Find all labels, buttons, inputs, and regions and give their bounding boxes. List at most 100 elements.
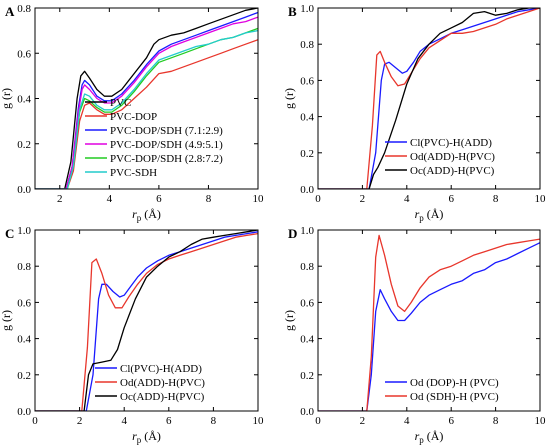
y-tick-label: 0.4 — [17, 94, 31, 106]
y-tick-label: 0.8 — [17, 261, 31, 273]
series-line-3 — [35, 230, 258, 411]
x-tick-label: 8 — [493, 415, 499, 427]
x-axis-label: rp (Å) — [132, 429, 161, 445]
x-tick-label: 0 — [32, 415, 38, 427]
x-tick-label: 10 — [253, 415, 265, 427]
axes-frame — [317, 229, 541, 412]
legend-label: PVC-DOP — [110, 111, 157, 123]
legend-label: PVC-DOP/SDH (4.9:5.1) — [110, 139, 223, 151]
x-tick-label: 4 — [121, 415, 127, 427]
axes-frame — [317, 7, 541, 190]
legend-label: Od (DOP)-H (PVC) — [410, 377, 499, 389]
legend-label: PVC-DOP/SDH (7.1:2.9) — [110, 125, 223, 137]
y-axis-label: g (r) — [0, 310, 13, 331]
x-tick-label: 2 — [360, 193, 366, 205]
y-tick-label: 0.6 — [300, 297, 314, 309]
y-tick-label: 0.0 — [300, 184, 314, 196]
x-tick-label: 8 — [211, 415, 217, 427]
panel-b: 0 2 4 6 8 10 0.0 0.2 0.4 0.6 0.8 1.0 rp (Å) g (r) B Cl(… — [282, 3, 546, 223]
x-tick-label: 8 — [206, 193, 212, 205]
legend-label: Od(ADD)-H(PVC) — [120, 377, 205, 389]
series-line-3 — [318, 8, 540, 189]
legend-label: PVC-DOP/SDH (2.8:7.2) — [110, 153, 223, 165]
series-line-2 — [35, 39, 258, 189]
x-tick-label: 10 — [535, 415, 547, 427]
series-line-2 — [318, 234, 540, 411]
x-tick-label: 0 — [315, 415, 321, 427]
legend-label: PVC-SDH — [110, 167, 157, 179]
legend-label: Od(ADD)-H(PVC) — [410, 151, 495, 163]
legend-label: Cl(PVC)-H(ADD) — [120, 363, 202, 375]
series-line-4 — [35, 16, 258, 189]
y-tick-label: 0.2 — [300, 148, 314, 160]
x-tick-label: 10 — [535, 193, 547, 205]
panel-label: B — [288, 4, 297, 19]
x-axis-label: rp (Å) — [132, 207, 161, 223]
y-tick-label: 0.8 — [300, 39, 314, 51]
legend: Cl(PVC)-H(ADD) Od(ADD)-H(PVC) Oc(ADD)-H(PV… — [385, 137, 495, 177]
x-tick-label: 4 — [404, 415, 410, 427]
legend-label: Oc(ADD)-H(PVC) — [120, 391, 205, 403]
x-tick-label: 2 — [77, 415, 83, 427]
x-tick-label: 4 — [404, 193, 410, 205]
panel-c: 0 2 4 6 8 10 0.0 0.2 0.4 0.6 0.8 1.0 rp (Å) g (r) C Cl(… — [0, 225, 264, 445]
y-tick-label: 0.6 — [300, 75, 314, 87]
y-tick-label: 0.6 — [17, 297, 31, 309]
x-tick-label: 8 — [493, 193, 499, 205]
y-tick-label: 0.8 — [17, 3, 31, 15]
series-line-1 — [318, 242, 540, 411]
x-tick-label: 10 — [253, 193, 265, 205]
plot-area — [318, 8, 540, 189]
y-axis-label: g (r) — [0, 88, 13, 109]
x-axis-label: rp (Å) — [415, 429, 444, 445]
x-axis-label: rp (Å) — [415, 207, 444, 223]
y-tick-label: 0.4 — [300, 334, 314, 346]
legend: PVC PVC-DOP PVC-DOP/SDH (7.1:2.9) PVC-DOP/S… — [85, 97, 223, 179]
y-tick-label: 0.2 — [17, 370, 31, 382]
legend-label: Cl(PVC)-H(ADD) — [410, 137, 492, 149]
legend: Od (DOP)-H (PVC) Od (SDH)-H (PVC) — [385, 377, 499, 403]
series-line-1 — [318, 8, 540, 189]
y-tick-label: 1.0 — [300, 225, 314, 237]
y-tick-label: 0.2 — [300, 370, 314, 382]
x-tick-label: 6 — [156, 193, 162, 205]
series-line-2 — [35, 232, 258, 411]
panel-a: 2 4 6 8 10 0.0 0.2 0.4 0.6 0.8 rp (Å) g (r) A PVC PVC-… — [0, 3, 264, 223]
panel-label: D — [288, 226, 297, 241]
y-tick-label: 0.4 — [17, 334, 31, 346]
legend-label: PVC — [110, 97, 131, 109]
panel-d: 0 2 4 6 8 10 0.0 0.2 0.4 0.6 0.8 1.0 rp (Å) g (r) D Od … — [282, 225, 546, 445]
y-tick-label: 0.8 — [300, 261, 314, 273]
x-tick-label: 4 — [107, 193, 113, 205]
plot-area — [35, 230, 258, 411]
series-line-2 — [318, 8, 540, 189]
axes-frame — [34, 229, 259, 412]
plot-area — [318, 234, 540, 411]
x-tick-label: 6 — [448, 415, 454, 427]
y-tick-label: 0.2 — [17, 139, 31, 151]
plot-area — [35, 8, 258, 189]
y-tick-label: 0.6 — [17, 48, 31, 60]
y-tick-label: 0.4 — [300, 112, 314, 124]
y-axis-label: g (r) — [282, 310, 296, 331]
y-tick-label: 1.0 — [17, 225, 31, 237]
series-line-6 — [35, 29, 258, 189]
series-line-1 — [35, 8, 258, 189]
legend-label: Od (SDH)-H (PVC) — [410, 391, 499, 403]
x-tick-label: 2 — [360, 415, 366, 427]
y-tick-label: 0.0 — [300, 406, 314, 418]
y-tick-label: 1.0 — [300, 3, 314, 15]
series-line-1 — [35, 231, 258, 411]
series-line-3 — [35, 11, 258, 189]
y-axis-label: g (r) — [282, 88, 296, 109]
x-tick-label: 6 — [166, 415, 172, 427]
x-tick-label: 2 — [57, 193, 63, 205]
legend: Cl(PVC)-H(ADD) Od(ADD)-H(PVC) Oc(ADD)-H(PV… — [95, 363, 205, 403]
y-tick-label: 0.0 — [17, 184, 31, 196]
y-tick-label: 0.0 — [17, 406, 31, 418]
panel-label: C — [5, 226, 14, 241]
x-tick-label: 0 — [315, 193, 321, 205]
x-tick-label: 6 — [448, 193, 454, 205]
legend-label: Oc(ADD)-H(PVC) — [410, 165, 495, 177]
